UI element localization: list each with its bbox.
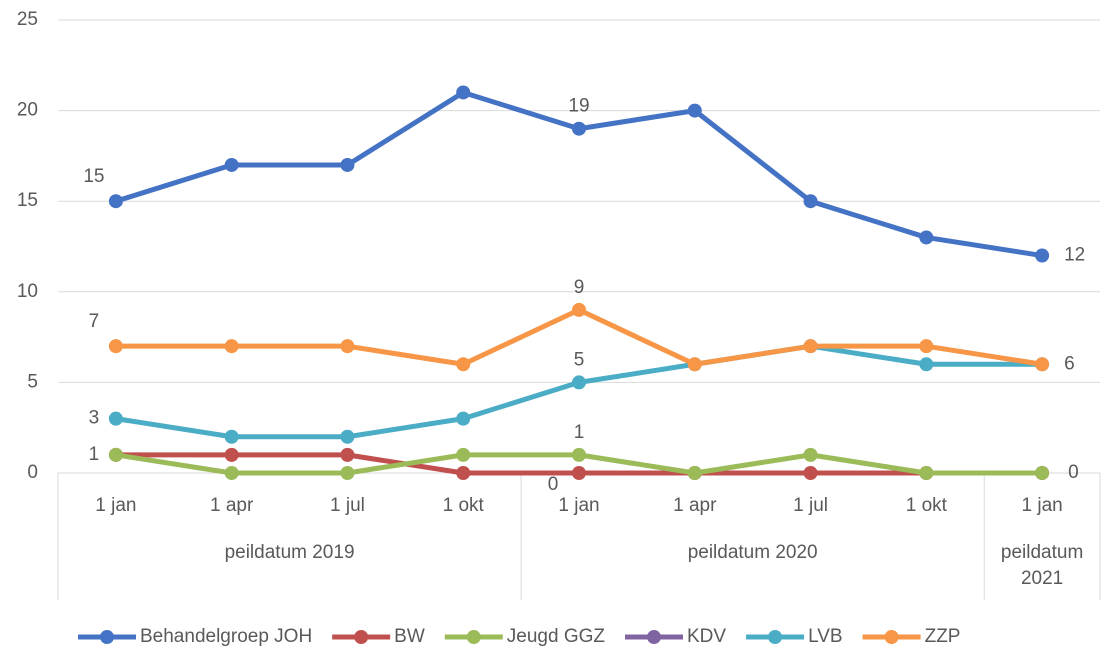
data-point (803, 466, 818, 480)
x-tick-label: 1 apr (210, 495, 254, 516)
legend-marker (647, 630, 661, 644)
y-tick-label: 0 (27, 462, 38, 483)
series-line (115, 89, 1043, 259)
data-point (687, 103, 702, 118)
data-point (340, 466, 355, 480)
data-point (456, 357, 471, 372)
y-tick-label: 25 (17, 9, 38, 30)
data-point (687, 466, 702, 480)
data-point (572, 375, 586, 390)
data-point (108, 339, 123, 354)
legend-marker (768, 630, 783, 644)
y-tick-label: 20 (17, 100, 38, 121)
data-label: 9 (574, 277, 585, 298)
data-point (1035, 248, 1050, 263)
data-label: 12 (1064, 245, 1085, 266)
data-point (919, 466, 934, 480)
data-label: 7 (89, 311, 100, 332)
x-tick-label: 1 jul (793, 495, 828, 516)
group-label: peildatum 2019 (224, 542, 355, 563)
data-point (1035, 466, 1050, 480)
data-point (572, 302, 586, 317)
data-point (803, 447, 818, 462)
y-tick-label: 15 (17, 190, 38, 211)
group-label: peildatum 2021 (1000, 542, 1084, 589)
x-tick-label: 1 jan (1022, 495, 1063, 516)
data-label: 1 (89, 444, 100, 465)
data-label: 0 (548, 474, 559, 495)
legend-marker (884, 630, 899, 644)
x-tick-label: 1 jan (95, 495, 136, 516)
data-point (224, 447, 239, 462)
data-point (572, 447, 586, 462)
data-point (1035, 357, 1050, 372)
data-label: 5 (574, 349, 585, 370)
y-tick-label: 10 (17, 281, 38, 302)
data-label: 0 (1068, 462, 1079, 483)
data-point (224, 339, 239, 354)
legend-label: KDV (687, 626, 726, 647)
legend-marker (100, 630, 114, 644)
data-point (803, 339, 818, 354)
data-point (919, 230, 934, 245)
data-point (803, 194, 818, 209)
data-point (224, 466, 239, 480)
data-point (572, 121, 586, 136)
legend-label: BW (394, 626, 425, 647)
data-point (340, 157, 355, 172)
legend-label: Jeugd GGZ (507, 626, 606, 647)
x-tick-label: 1 apr (673, 495, 717, 516)
legend-label: Behandelgroep JOH (140, 626, 312, 647)
data-point (340, 429, 355, 444)
data-label: 15 (83, 166, 104, 187)
data-point (108, 447, 123, 462)
legend-label: ZZP (925, 626, 961, 647)
data-point (572, 466, 586, 480)
data-point (224, 157, 239, 172)
data-point (224, 429, 239, 444)
data-point (456, 411, 471, 426)
data-point (108, 194, 123, 209)
data-label: 3 (89, 408, 100, 429)
x-tick-label: 1 okt (443, 495, 485, 516)
data-label: 1 (574, 422, 585, 443)
data-point (919, 357, 934, 372)
legend-marker (354, 630, 369, 644)
x-tick-label: 1 jul (330, 495, 365, 516)
data-point (340, 447, 355, 462)
data-point (108, 411, 123, 426)
x-tick-label: 1 jan (558, 495, 599, 516)
data-label: 6 (1064, 353, 1075, 374)
legend-marker (466, 630, 481, 644)
x-tick-label: 1 okt (906, 495, 948, 516)
data-point (919, 339, 934, 354)
data-point (456, 466, 471, 480)
group-label: peildatum 2020 (687, 542, 818, 563)
data-label: 19 (568, 96, 589, 117)
data-point (340, 339, 355, 354)
legend-label: LVB (808, 626, 843, 647)
data-point (456, 85, 471, 100)
data-point (456, 447, 471, 462)
data-point (687, 357, 702, 372)
y-tick-label: 5 (27, 371, 38, 392)
